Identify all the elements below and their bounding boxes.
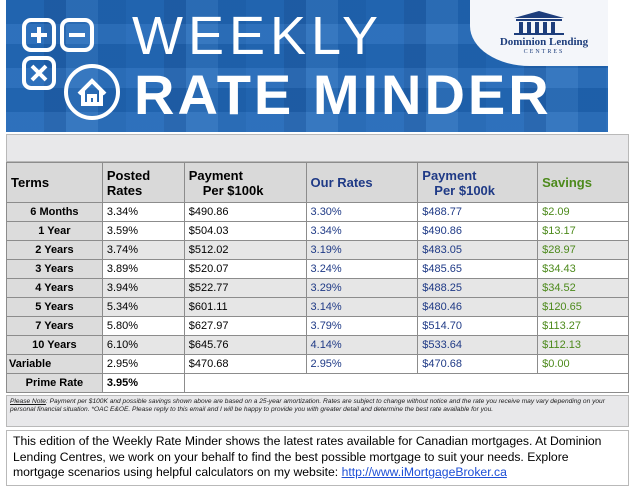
our-rate-cell: 3.30% [305,202,419,222]
payment-posted-cell: $645.76 [183,335,307,355]
payment-our-cell: $514.70 [417,316,539,336]
term-cell: 10 Years [6,335,103,355]
calculator-icons [22,18,120,120]
our-rate-cell: 4.14% [305,335,419,355]
our-rate-cell: 2.95% [305,354,419,374]
payment-our-cell: $533.64 [417,335,539,355]
plus-icon [22,18,56,52]
logo-name: Dominion Lending [499,36,589,48]
prime-rate-value: 3.95% [101,373,185,393]
payment-our-cell: $490.86 [417,221,539,241]
disclaimer-note: Please Note: Payment per $100K and possi… [6,395,629,427]
header-banner: WEEKLY RATE MINDER Dominion Lending CENT… [6,0,608,132]
our-rate-cell: 3.24% [305,259,419,279]
our-rate-cell: 3.19% [305,240,419,260]
columns-logo-icon [514,11,564,35]
prime-rate-label: Prime Rate [6,373,103,393]
our-rate-cell: 3.79% [305,316,419,336]
header-payment-our: Payment Per $100k [417,162,539,203]
term-cell: 5 Years [6,297,103,317]
table-row: 2 Years 3.74% $512.02 3.19% $483.05 $28.… [6,240,629,260]
table-header-row: Terms Posted Rates Payment Per $100k Our… [6,162,629,203]
multiply-icon [22,56,56,90]
term-cell: 2 Years [6,240,103,260]
term-cell: 1 Year [6,221,103,241]
term-cell: 7 Years [6,316,103,336]
payment-our-cell: $485.65 [417,259,539,279]
payment-posted-cell: $490.86 [183,202,307,222]
savings-cell: $112.13 [537,335,629,355]
table-row: 1 Year 3.59% $504.03 3.34% $490.86 $13.1… [6,221,629,241]
savings-cell: $113.27 [537,316,629,336]
table-row: 7 Years 5.80% $627.97 3.79% $514.70 $113… [6,316,629,336]
prime-rate-row: Prime Rate 3.95% [6,373,630,393]
posted-rate-cell: 6.10% [101,335,185,355]
payment-posted-cell: $512.02 [183,240,307,260]
spacer-band [6,134,629,162]
posted-rate-cell: 3.94% [101,278,185,298]
payment-posted-cell: $504.03 [183,221,307,241]
banner-title-rate-minder: RATE MINDER [134,63,552,126]
savings-cell: $0.00 [537,354,629,374]
intro-paragraph: This edition of the Weekly Rate Minder s… [6,430,629,486]
posted-rate-cell: 3.89% [101,259,185,279]
table-row: 10 Years 6.10% $645.76 4.14% $533.64 $11… [6,335,629,355]
term-cell: 3 Years [6,259,103,279]
banner-title-weekly: WEEKLY [132,6,384,66]
table-row: Variable 2.95% $470.68 2.95% $470.68 $0.… [6,354,629,374]
minus-icon [60,18,94,52]
savings-cell: $28.97 [537,240,629,260]
posted-rate-cell: 2.95% [101,354,185,374]
table-row: 4 Years 3.94% $522.77 3.29% $488.25 $34.… [6,278,629,298]
term-cell: 6 Months [6,202,103,222]
prime-rate-blank [183,373,630,393]
payment-posted-cell: $470.68 [183,354,307,374]
payment-our-cell: $480.46 [417,297,539,317]
header-payment-posted: Payment Per $100k [183,162,307,203]
logo-subtitle: CENTRES [523,49,565,55]
payment-posted-cell: $522.77 [183,278,307,298]
payment-posted-cell: $520.07 [183,259,307,279]
payment-our-cell: $483.05 [417,240,539,260]
savings-cell: $13.17 [537,221,629,241]
header-posted-rates: Posted Rates [101,162,185,203]
savings-cell: $34.52 [537,278,629,298]
header-savings: Savings [537,162,629,203]
posted-rate-cell: 5.80% [101,316,185,336]
posted-rate-cell: 3.59% [101,221,185,241]
table-row: 6 Months 3.34% $490.86 3.30% $488.77 $2.… [6,202,629,222]
dominion-lending-logo: Dominion Lending CENTRES [470,0,608,66]
note-text: : Payment per $100K and possible savings… [10,398,605,414]
table-row: 3 Years 3.89% $520.07 3.24% $485.65 $34.… [6,259,629,279]
our-rate-cell: 3.14% [305,297,419,317]
house-icon [64,64,120,120]
posted-rate-cell: 3.34% [101,202,185,222]
header-our-rates: Our Rates [305,162,419,203]
savings-cell: $34.43 [537,259,629,279]
intro-text: This edition of the Weekly Rate Minder s… [13,434,602,479]
our-rate-cell: 3.34% [305,221,419,241]
savings-cell: $2.09 [537,202,629,222]
payment-our-cell: $470.68 [417,354,539,374]
payment-our-cell: $488.25 [417,278,539,298]
rates-table: Terms Posted Rates Payment Per $100k Our… [6,162,630,393]
term-cell: Variable [6,354,103,374]
payment-our-cell: $488.77 [417,202,539,222]
savings-cell: $120.65 [537,297,629,317]
payment-posted-cell: $601.11 [183,297,307,317]
note-label: Please Note [10,398,46,405]
posted-rate-cell: 5.34% [101,297,185,317]
posted-rate-cell: 3.74% [101,240,185,260]
table-row: 5 Years 5.34% $601.11 3.14% $480.46 $120… [6,297,629,317]
website-link[interactable]: http://www.iMortgageBroker.ca [341,465,507,479]
term-cell: 4 Years [6,278,103,298]
our-rate-cell: 3.29% [305,278,419,298]
payment-posted-cell: $627.97 [183,316,307,336]
header-terms: Terms [6,162,103,203]
